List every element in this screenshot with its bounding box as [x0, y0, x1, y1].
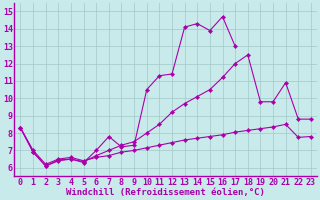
X-axis label: Windchill (Refroidissement éolien,°C): Windchill (Refroidissement éolien,°C) [66, 188, 265, 197]
